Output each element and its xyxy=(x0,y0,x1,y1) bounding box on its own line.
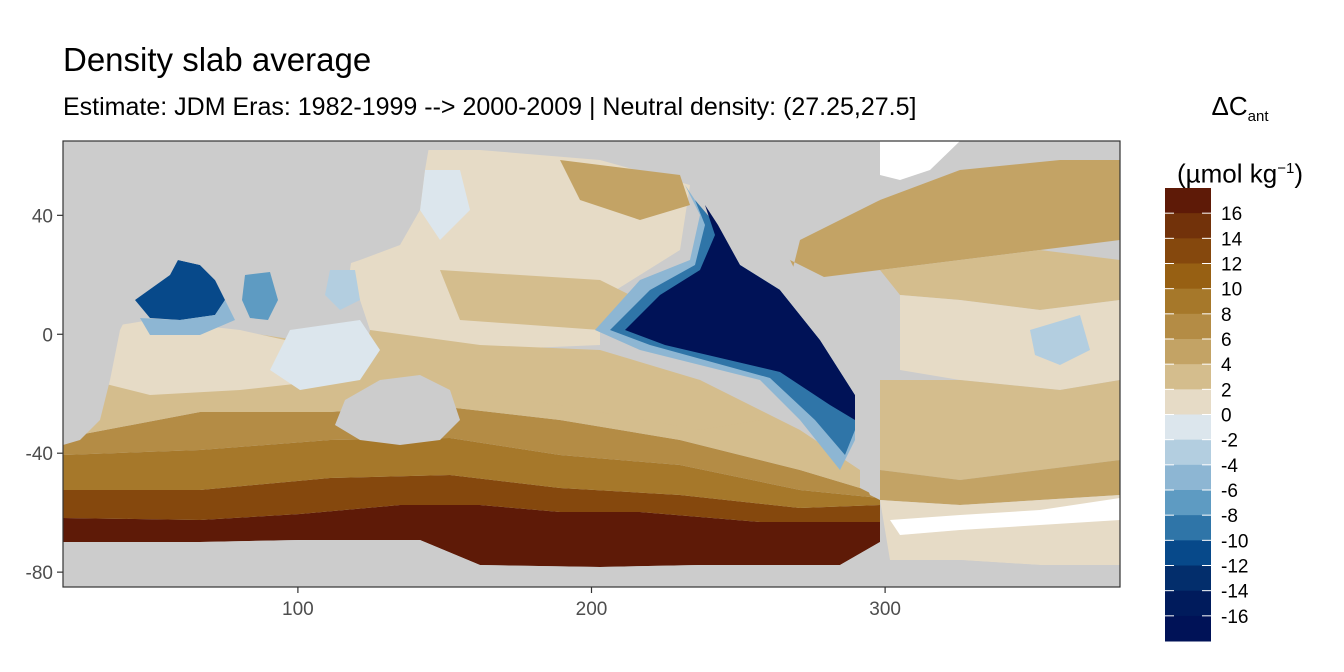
region-tropical-atlantic xyxy=(900,295,1120,390)
legend-swatch xyxy=(1165,313,1211,340)
region-arabian-sea xyxy=(135,260,225,320)
legend-label: 2 xyxy=(1221,380,1232,401)
legend-label: -4 xyxy=(1221,456,1238,477)
region-south-atlantic xyxy=(880,380,1120,480)
region-north-atlantic-light xyxy=(880,250,1120,310)
legend-swatch xyxy=(1165,263,1211,290)
legend-label: 6 xyxy=(1221,330,1232,351)
land-americas xyxy=(700,141,900,500)
legend-label: 10 xyxy=(1221,280,1242,301)
y-tick-label: -40 xyxy=(26,444,53,465)
chart-title: Density slab average xyxy=(63,41,372,78)
region-north-pacific-band xyxy=(440,270,640,330)
legend-swatch xyxy=(1165,490,1211,516)
legend-label: -16 xyxy=(1221,607,1248,628)
region-north-atlantic xyxy=(780,160,1120,280)
legend-label: 14 xyxy=(1221,229,1243,250)
region-indian-light xyxy=(90,320,330,395)
legend-swatch xyxy=(1165,590,1211,617)
region-eastern-pacific-core xyxy=(625,205,855,420)
legend-swatch xyxy=(1165,515,1211,541)
legend-swatch xyxy=(1165,439,1211,466)
legend-label: 4 xyxy=(1221,355,1232,376)
region-bay-of-bengal xyxy=(242,272,278,320)
legend-label: 16 xyxy=(1221,204,1242,225)
legend-swatch xyxy=(1165,615,1211,642)
region-atlantic-blue-patch xyxy=(1030,315,1090,365)
land-australia xyxy=(335,375,460,445)
legend-colorbar: 16 14 12 10 8 6 4 2 0 -2 -4 -6 -8 -10 -12 -14 -16 xyxy=(1165,188,1249,642)
region-southern-ocean-band xyxy=(63,505,880,567)
legend-swatch xyxy=(1165,339,1211,365)
region-east-asia-marginal xyxy=(420,170,470,240)
missing-data-arctic xyxy=(880,141,960,180)
region-south-china-sea xyxy=(325,270,360,310)
legend-swatch xyxy=(1165,464,1211,491)
region-south-atlantic-band xyxy=(880,460,1120,505)
legend-swatch xyxy=(1165,188,1211,214)
region-southern-subtropics xyxy=(63,405,880,498)
y-tick-label: -80 xyxy=(26,563,53,584)
x-tick-label: 300 xyxy=(869,599,901,620)
legend-label: 8 xyxy=(1221,305,1232,326)
missing-data-weddell xyxy=(890,498,1120,535)
y-tick-label: 40 xyxy=(32,206,53,227)
legend-label: 12 xyxy=(1221,255,1242,276)
x-tick-label: 100 xyxy=(282,599,314,620)
x-tick-label: 200 xyxy=(576,599,608,620)
legend-swatch xyxy=(1165,238,1211,264)
region-equatorial-pacific xyxy=(360,330,760,430)
land-africa xyxy=(63,240,160,445)
legend-label: -8 xyxy=(1221,506,1238,527)
chart-subtitle: Estimate: JDM Eras: 1982-1999 --> 2000-2… xyxy=(63,93,917,121)
legend-title: ΔCant (µmol kg−1) xyxy=(1160,80,1320,200)
legend-swatch xyxy=(1165,389,1211,415)
legend-swatch xyxy=(1165,288,1211,315)
legend-label: -12 xyxy=(1221,557,1248,578)
legend-swatch xyxy=(1165,414,1211,441)
legend-swatch xyxy=(1165,565,1211,592)
legend-label: -2 xyxy=(1221,431,1238,452)
legend-title-unit: (µmol kg−1) xyxy=(1177,158,1303,189)
region-acc-north xyxy=(63,438,880,508)
region-acc xyxy=(63,475,880,522)
region-western-pacific xyxy=(270,320,380,390)
y-tick-label: 0 xyxy=(42,325,53,346)
legend-label: 0 xyxy=(1221,406,1232,427)
legend-swatch xyxy=(1165,213,1211,239)
legend-label: -6 xyxy=(1221,481,1238,502)
legend-label: -10 xyxy=(1221,531,1248,552)
land-eurasia xyxy=(63,141,430,300)
land-antarctica xyxy=(63,540,1120,587)
legend-title-quantity: ΔCant xyxy=(1211,91,1269,126)
legend-swatch xyxy=(1165,540,1211,566)
legend-label: -14 xyxy=(1221,582,1249,603)
region-north-pacific-band2 xyxy=(560,160,690,220)
region-arabian-sea-edge xyxy=(140,300,235,335)
ocean-field xyxy=(63,141,1120,587)
legend-swatch xyxy=(1165,364,1211,390)
